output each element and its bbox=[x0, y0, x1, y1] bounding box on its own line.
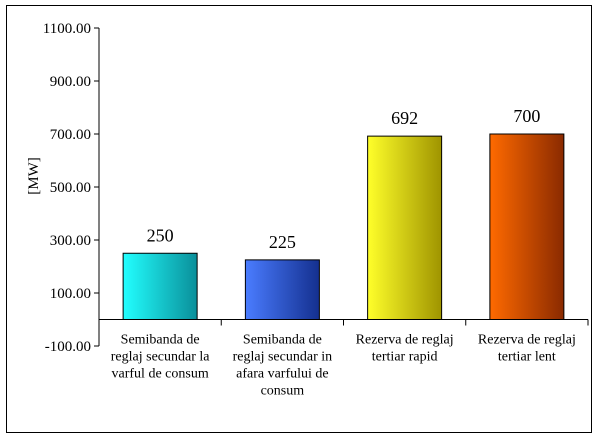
bar bbox=[244, 259, 320, 320]
y-tick-label: 900.00 bbox=[50, 74, 91, 90]
y-axis: -100.00 100.00 300.00 500.00 700.00 900.00 110… bbox=[43, 21, 100, 355]
bars: 250 225 692 700 bbox=[122, 106, 565, 320]
x-category-label: Semibanda de reglaj secundar in afara varf… bbox=[233, 333, 333, 399]
x-category-label: Rezerva de reglaj tertiar lent bbox=[478, 333, 576, 365]
y-tick-label: 500.00 bbox=[50, 180, 91, 196]
x-category-label: Semibanda de reglaj secundar la varful de … bbox=[111, 333, 211, 382]
y-axis-title: [MW] bbox=[26, 157, 42, 195]
y-tick-label: 700.00 bbox=[50, 127, 91, 143]
data-label: 692 bbox=[391, 108, 418, 128]
y-tick-label: 100.00 bbox=[50, 286, 91, 302]
data-label: 250 bbox=[147, 225, 174, 245]
x-axis: Semibanda de reglaj secundar la varful de … bbox=[98, 319, 589, 399]
x-category-label: Rezerva de reglaj tertiar rapid bbox=[356, 333, 454, 365]
data-label: 700 bbox=[513, 106, 540, 126]
data-label: 225 bbox=[269, 232, 296, 252]
y-tick-label: 1100.00 bbox=[43, 21, 91, 37]
bar bbox=[489, 133, 565, 320]
y-tick-label: -100.00 bbox=[45, 339, 91, 355]
y-tick-label: 300.00 bbox=[50, 233, 91, 249]
bar bbox=[122, 252, 198, 320]
bar bbox=[367, 135, 443, 320]
